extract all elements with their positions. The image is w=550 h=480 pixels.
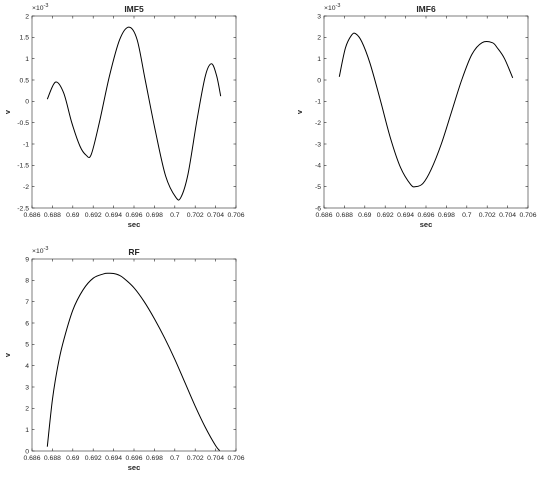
- imf5-x-tick-label: 0.686: [23, 212, 40, 219]
- imf5-exponent-base: ×10: [32, 5, 44, 12]
- rf-y-tick-label: 6: [25, 320, 29, 327]
- imf5-chart: IMF5 0.686 0.688 0.69 0.692 0.694 0.696 0.698 0.…: [3, 3, 245, 229]
- rf-x-tick-label: 0.692: [85, 455, 102, 462]
- imf5-x-tick-label: 0.694: [105, 212, 122, 219]
- rf-exponent-power: -3: [44, 246, 49, 252]
- imf6-y-axis-label: v: [295, 109, 304, 114]
- imf6-x-tick-label: 0.69: [358, 212, 371, 219]
- imf6-exponent-label: ×10-3: [324, 3, 340, 12]
- imf6-y-tick-label: 0: [317, 77, 321, 84]
- rf-x-tick-label: 0.704: [207, 455, 224, 462]
- imf6-x-tick-label: 0.698: [438, 212, 455, 219]
- imf5-x-tick-label: 0.69: [66, 212, 79, 219]
- imf6-exponent-base: ×10: [324, 5, 336, 12]
- rf-x-tick-label: 0.706: [227, 455, 244, 462]
- imf6-y-tick-label: -2: [315, 120, 321, 127]
- imf6-x-tick-label: 0.694: [397, 212, 414, 219]
- imf5-y-tick-label: -2.5: [17, 205, 29, 212]
- imf5-y-axis-label: v: [3, 109, 12, 114]
- imf5-series-line: [46, 26, 222, 201]
- imf5-exponent-label: ×10-3: [32, 3, 48, 12]
- imf5-x-tick-label: 0.696: [125, 212, 142, 219]
- imf6-x-tick-label: 0.7: [462, 212, 472, 219]
- rf-x-tick-label: 0.69: [66, 455, 79, 462]
- imf6-x-tick-label: 0.702: [479, 212, 496, 219]
- imf5-x-tick-label: 0.704: [207, 212, 224, 219]
- imf5-x-tick-label: 0.698: [146, 212, 163, 219]
- imf6-y-tick-label: -6: [315, 205, 321, 212]
- imf5-y-tick-label: -1.5: [17, 163, 29, 170]
- imf6-y-tick-label: 2: [317, 35, 321, 42]
- rf-y-tick-label: 2: [25, 406, 29, 413]
- imf5-title: IMF5: [124, 4, 144, 14]
- rf-y-tick-label: 8: [25, 278, 29, 285]
- rf-x-tick-label: 0.686: [23, 455, 40, 462]
- rf-x-tick-label: 0.694: [105, 455, 122, 462]
- imf6-x-tick-label: 0.696: [417, 212, 434, 219]
- rf-y-tick-label: 7: [25, 299, 29, 306]
- rf-series-line: [46, 272, 221, 451]
- rf-y-axis-label: v: [3, 352, 12, 357]
- imf5-y-tick-label: -0.5: [17, 120, 29, 127]
- rf-chart: RF0.686 0.688 0.69 0.692 0.694 0.696 0.698 0.7 0…: [3, 246, 245, 472]
- rf-x-tick-label: 0.688: [44, 455, 61, 462]
- imf6-y-tick-label: -1: [315, 99, 321, 106]
- rf-exponent-label: ×10-3: [32, 246, 48, 255]
- rf-x-tick-label: 0.7: [170, 455, 180, 462]
- imf6-y-tick-label: -5: [315, 184, 321, 191]
- rf-exponent-base: ×10: [32, 248, 44, 255]
- imf5-exponent-power: -3: [44, 3, 49, 9]
- imf5-x-tick-label: 0.7: [170, 212, 180, 219]
- imf6-x-tick-label: 0.688: [336, 212, 353, 219]
- imf6-series-line: [338, 32, 514, 188]
- imf6-x-tick-label: 0.706: [519, 212, 536, 219]
- rf-x-tick-label: 0.702: [187, 455, 204, 462]
- imf5-x-tick-label: 0.692: [85, 212, 102, 219]
- rf-x-tick-label: 0.696: [125, 455, 142, 462]
- rf-title: RF: [128, 247, 139, 257]
- rf-y-tick-label: 0: [25, 448, 29, 455]
- imf6-y-tick-label: 3: [317, 13, 321, 20]
- rf-x-tick-label: 0.698: [146, 455, 163, 462]
- rf-y-tick-label: 1: [25, 427, 29, 434]
- rf-x-axis-label: sec: [128, 463, 141, 472]
- rf-y-tick-label: 3: [25, 384, 29, 391]
- imf5-y-tick-label: -2: [23, 184, 29, 191]
- imf6-y-tick-label: -4: [315, 163, 321, 170]
- imf5-axes-box: [31, 15, 237, 209]
- imf6-x-tick-label: 0.686: [315, 212, 332, 219]
- imf6-x-tick-label: 0.704: [499, 212, 516, 219]
- imf5-x-tick-label: 0.688: [44, 212, 61, 219]
- imf6-exponent-power: -3: [336, 3, 341, 9]
- imf6-x-tick-label: 0.692: [377, 212, 394, 219]
- imf5-x-tick-label: 0.702: [187, 212, 204, 219]
- imf5-x-tick-label: 0.706: [227, 212, 244, 219]
- imf5-x-axis-label: sec: [128, 220, 141, 229]
- imf6-title: IMF6: [416, 4, 436, 14]
- imf5-y-tick-label: 2: [25, 13, 29, 20]
- imf6-x-axis-label: sec: [420, 220, 433, 229]
- rf-y-tick-label: 5: [25, 342, 29, 349]
- imf5-y-tick-label: 0.5: [20, 77, 30, 84]
- imf6-y-tick-label: 1: [317, 56, 321, 63]
- imf6-chart: IMF6 0.686 0.688 0.69 0.692 0.694 0.696 0.698 0.…: [295, 3, 537, 229]
- imf5-y-tick-label: 1: [25, 56, 29, 63]
- rf-y-tick-label: 9: [25, 256, 29, 263]
- rf-y-tick-label: 4: [25, 363, 29, 370]
- imf6-y-tick-label: -3: [315, 141, 321, 148]
- imf5-y-tick-label: 0: [25, 99, 29, 106]
- imf5-y-tick-label: 1.5: [20, 35, 30, 42]
- imf5-y-tick-label: -1: [23, 141, 29, 148]
